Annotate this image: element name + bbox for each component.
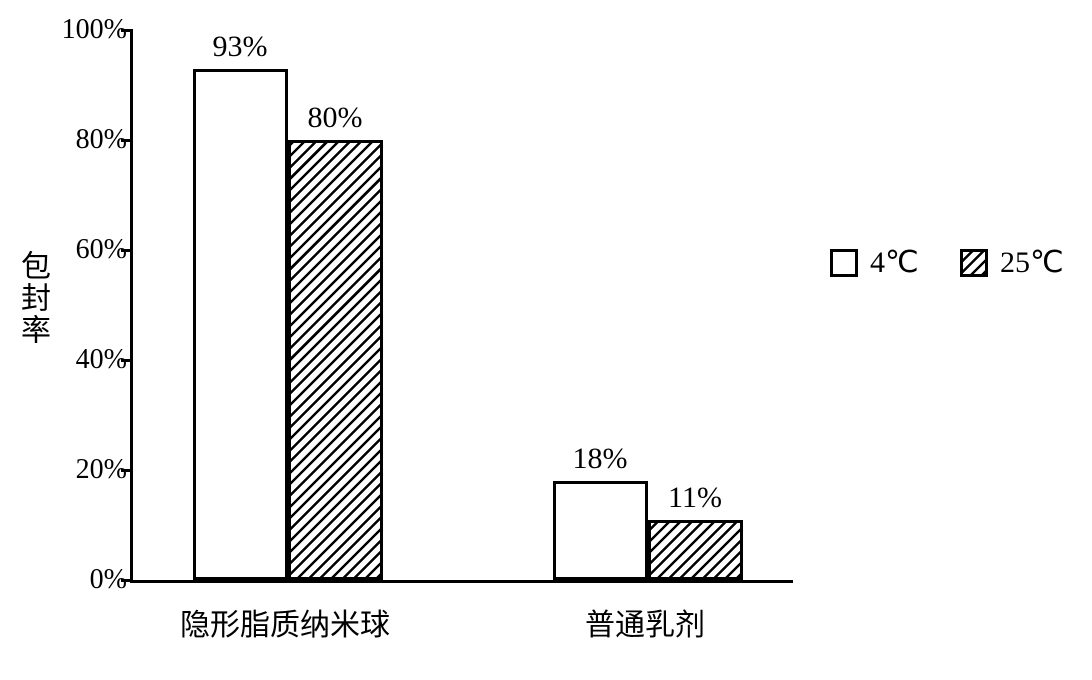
y-tick-label: 40% <box>47 344 127 376</box>
y-tick-label: 20% <box>47 454 127 486</box>
hatch-fill <box>651 523 740 578</box>
y-tick-label: 100% <box>47 14 127 46</box>
y-tick-label: 60% <box>47 234 127 266</box>
bar-group1-series2 <box>288 140 383 580</box>
hatch-fill <box>291 143 380 577</box>
legend-item-25c: 25℃ <box>960 245 1064 280</box>
bar-group2-series2 <box>648 520 743 581</box>
x-category-label: 隐形脂质纳米球 <box>180 600 390 644</box>
value-label: 93% <box>213 30 268 64</box>
bar-group1-series1 <box>193 69 288 580</box>
value-label: 11% <box>668 481 722 515</box>
x-category-label: 普通乳剂 <box>585 600 705 644</box>
legend-item-4c: 4℃ <box>830 245 919 280</box>
bar-group2-series1 <box>553 481 648 580</box>
bar-chart: 包封率 93% 80% 18% 11% 0% 20% 40% 60% 80% 1… <box>0 0 1092 680</box>
legend-label: 25℃ <box>1000 245 1064 280</box>
legend-swatch-hatched <box>960 249 988 277</box>
value-label: 18% <box>573 442 628 476</box>
legend-label: 4℃ <box>870 245 919 280</box>
y-tick-label: 80% <box>47 124 127 156</box>
value-label: 80% <box>308 101 363 135</box>
plot-area: 93% 80% 18% 11% <box>130 30 793 583</box>
legend-swatch-open <box>830 249 858 277</box>
hatch-fill <box>963 252 985 274</box>
y-tick-label: 0% <box>47 564 127 596</box>
